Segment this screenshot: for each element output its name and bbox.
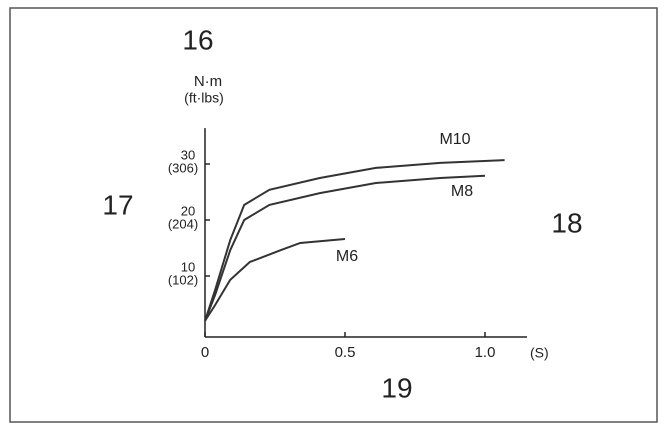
x-tick-label: 0.5	[335, 344, 356, 361]
series-label: M6	[336, 248, 358, 265]
series-label: M8	[451, 183, 473, 200]
callout-number: 18	[551, 207, 582, 238]
y-tick-label: 10	[181, 259, 195, 274]
y-tick-alt-label: (306)	[168, 160, 198, 175]
curve	[204, 238, 346, 322]
frame	[9, 7, 658, 423]
y-tick-alt-label: (204)	[168, 216, 198, 231]
y-tick-label: 20	[181, 203, 195, 218]
x-label: (S)	[530, 345, 549, 361]
series-label: M10	[439, 131, 470, 148]
x-tick-label: 0	[201, 344, 209, 361]
curve	[204, 159, 505, 322]
y-tick-alt-label: (102)	[168, 272, 198, 287]
y-label: N·m	[194, 73, 222, 90]
callout-number: 17	[102, 189, 133, 220]
callout-number: 19	[381, 372, 412, 403]
y-tick-label: 30	[181, 147, 195, 162]
curve	[204, 174, 486, 322]
y-label-alt: (ft·lbs)	[184, 90, 224, 106]
x-tick-label: 1.0	[475, 344, 496, 361]
callout-number: 16	[182, 24, 213, 55]
